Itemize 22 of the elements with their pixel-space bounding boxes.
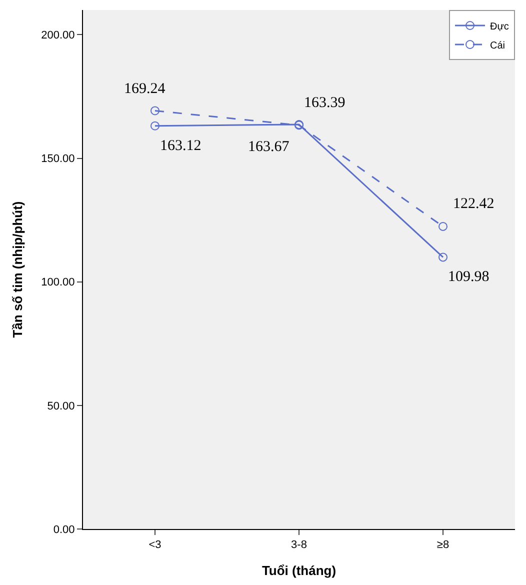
- data-label: 169.24: [124, 81, 166, 97]
- y-tick-label: 150.00: [41, 153, 75, 166]
- data-label: 109.98: [448, 269, 490, 285]
- x-tick-label: 3-8: [291, 539, 307, 552]
- data-label: 163.12: [160, 138, 202, 154]
- y-tick-label: 50.00: [47, 400, 75, 412]
- x-tick-label: ≥8: [436, 539, 450, 552]
- point: [438, 222, 448, 231]
- y-tick-label: 100.00: [41, 276, 75, 289]
- legend-label: Cái: [490, 40, 506, 52]
- data-label: 163.39: [304, 95, 346, 111]
- x-tick-label: <3: [148, 539, 162, 552]
- data-label: 122.42: [453, 196, 494, 212]
- point: [438, 252, 448, 262]
- point: [150, 106, 160, 116]
- y-axis-title: Tần số tim (nhịp/phút): [10, 201, 26, 338]
- x-axis-title: Tuổi (tháng): [262, 562, 336, 578]
- y-tick-label: 0.00: [53, 524, 75, 536]
- data-label: 163.67: [248, 139, 290, 155]
- point: [150, 121, 160, 130]
- legend-label: Đực: [490, 21, 509, 32]
- y-tick-label: 200.00: [41, 30, 75, 42]
